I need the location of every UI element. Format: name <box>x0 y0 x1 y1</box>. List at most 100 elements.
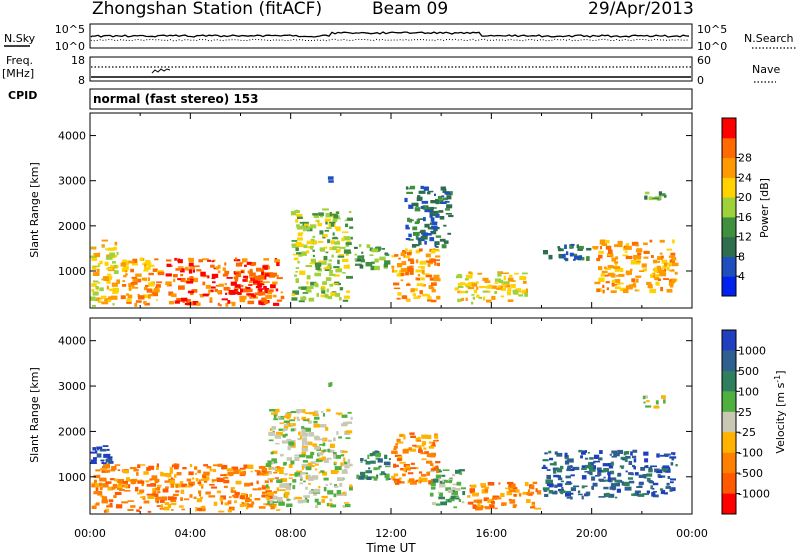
scatter-cell <box>304 441 309 446</box>
scatter-cell <box>598 478 604 482</box>
scatter-cell <box>143 286 148 291</box>
scatter-cell <box>610 477 617 481</box>
scatter-cell <box>327 295 333 300</box>
scatter-cell <box>593 483 598 487</box>
scatter-cell <box>346 252 349 256</box>
scatter-cell <box>323 486 327 492</box>
scatter-cell <box>451 491 458 495</box>
scatter-cell <box>162 488 169 493</box>
scatter-cell <box>336 490 342 495</box>
scatter-cell <box>239 299 246 303</box>
scatter-cell <box>343 249 351 254</box>
scatter-cell <box>572 468 575 471</box>
scatter-cell <box>276 277 283 280</box>
scatter-cell <box>625 245 632 250</box>
scatter-cell <box>132 286 139 289</box>
scatter-cell <box>308 476 314 481</box>
x-tick-label: 12:00 <box>375 527 407 540</box>
scatter-cell <box>591 476 596 481</box>
scatter-cell <box>440 186 446 191</box>
scatter-cell <box>659 488 664 491</box>
scatter-cell <box>342 299 349 302</box>
scatter-cell <box>336 248 341 253</box>
scatter-cell <box>470 272 473 276</box>
colorbar-tick-label: 24 <box>738 171 752 184</box>
scatter-cell <box>284 494 289 499</box>
scatter-cell <box>102 496 107 500</box>
scatter-cell <box>273 414 277 419</box>
scatter-cell <box>176 298 182 302</box>
scatter-cell <box>344 502 350 504</box>
scatter-cell <box>329 498 333 502</box>
scatter-cell <box>334 461 337 464</box>
scatter-cell <box>419 471 423 474</box>
scatter-cell <box>223 286 230 291</box>
scatter-cell <box>498 482 501 485</box>
scatter-cell <box>185 266 189 270</box>
scatter-cell <box>564 460 570 465</box>
scatter-cell <box>405 227 410 230</box>
scatter-cell <box>198 479 201 484</box>
scatter-cell <box>192 269 195 273</box>
scatter-cell <box>322 449 326 452</box>
scatter-cell <box>653 275 659 279</box>
scatter-cell <box>283 461 287 465</box>
scatter-cell <box>614 286 621 290</box>
scatter-cell <box>243 288 250 293</box>
scatter-cell <box>560 465 564 470</box>
scatter-cell <box>180 489 185 494</box>
scatter-cell <box>524 481 529 487</box>
scatter-cell <box>445 213 452 215</box>
scatter-cell <box>312 249 315 252</box>
scatter-cell <box>286 505 289 508</box>
scatter-cell <box>644 395 648 399</box>
scatter-cell <box>233 469 239 475</box>
scatter-cell <box>324 449 328 452</box>
scatter-cell <box>112 287 119 293</box>
scatter-cell <box>541 466 548 469</box>
scatter-cell <box>242 258 248 263</box>
scatter-cell <box>341 423 348 426</box>
scatter-cell <box>670 488 673 491</box>
scatter-cell <box>414 207 421 212</box>
scatter-cell <box>299 221 305 224</box>
scatter-cell <box>405 467 411 471</box>
scatter-cell <box>227 509 232 513</box>
scatter-cell <box>280 453 284 457</box>
time-xlabel: Time UT <box>365 541 416 554</box>
scatter-cell <box>416 277 421 281</box>
nave-tick-top: 60 <box>697 54 711 67</box>
scatter-cell <box>376 474 379 479</box>
scatter-cell <box>310 281 317 286</box>
scatter-cell <box>211 480 215 483</box>
scatter-cell <box>297 418 300 422</box>
scatter-cell <box>447 232 452 235</box>
scatter-cell <box>338 254 345 256</box>
scatter-cell <box>403 254 406 258</box>
scatter-cell <box>593 246 598 250</box>
scatter-cell <box>319 444 324 446</box>
scatter-cell <box>418 447 422 450</box>
scatter-cell <box>95 286 99 290</box>
scatter-cell <box>614 244 620 248</box>
scatter-cell <box>330 382 333 387</box>
scatter-cell <box>300 479 303 481</box>
scatter-cell <box>357 476 362 479</box>
scatter-cell <box>619 287 626 292</box>
scatter-cell <box>219 510 222 513</box>
scatter-cell <box>662 193 666 197</box>
scatter-cell <box>418 190 426 194</box>
scatter-cell <box>437 226 440 230</box>
scatter-cell <box>113 495 117 498</box>
scatter-cell <box>430 299 437 303</box>
scatter-cell <box>313 214 320 219</box>
scatter-cell <box>270 503 277 506</box>
scatter-cell <box>414 467 419 470</box>
scatter-cell <box>430 486 436 490</box>
scatter-cell <box>388 458 391 461</box>
scatter-cell <box>384 260 391 265</box>
scatter-cell <box>526 492 530 496</box>
scatter-cell <box>261 297 267 302</box>
scatter-cell <box>418 476 422 481</box>
scatter-cell <box>91 265 97 270</box>
